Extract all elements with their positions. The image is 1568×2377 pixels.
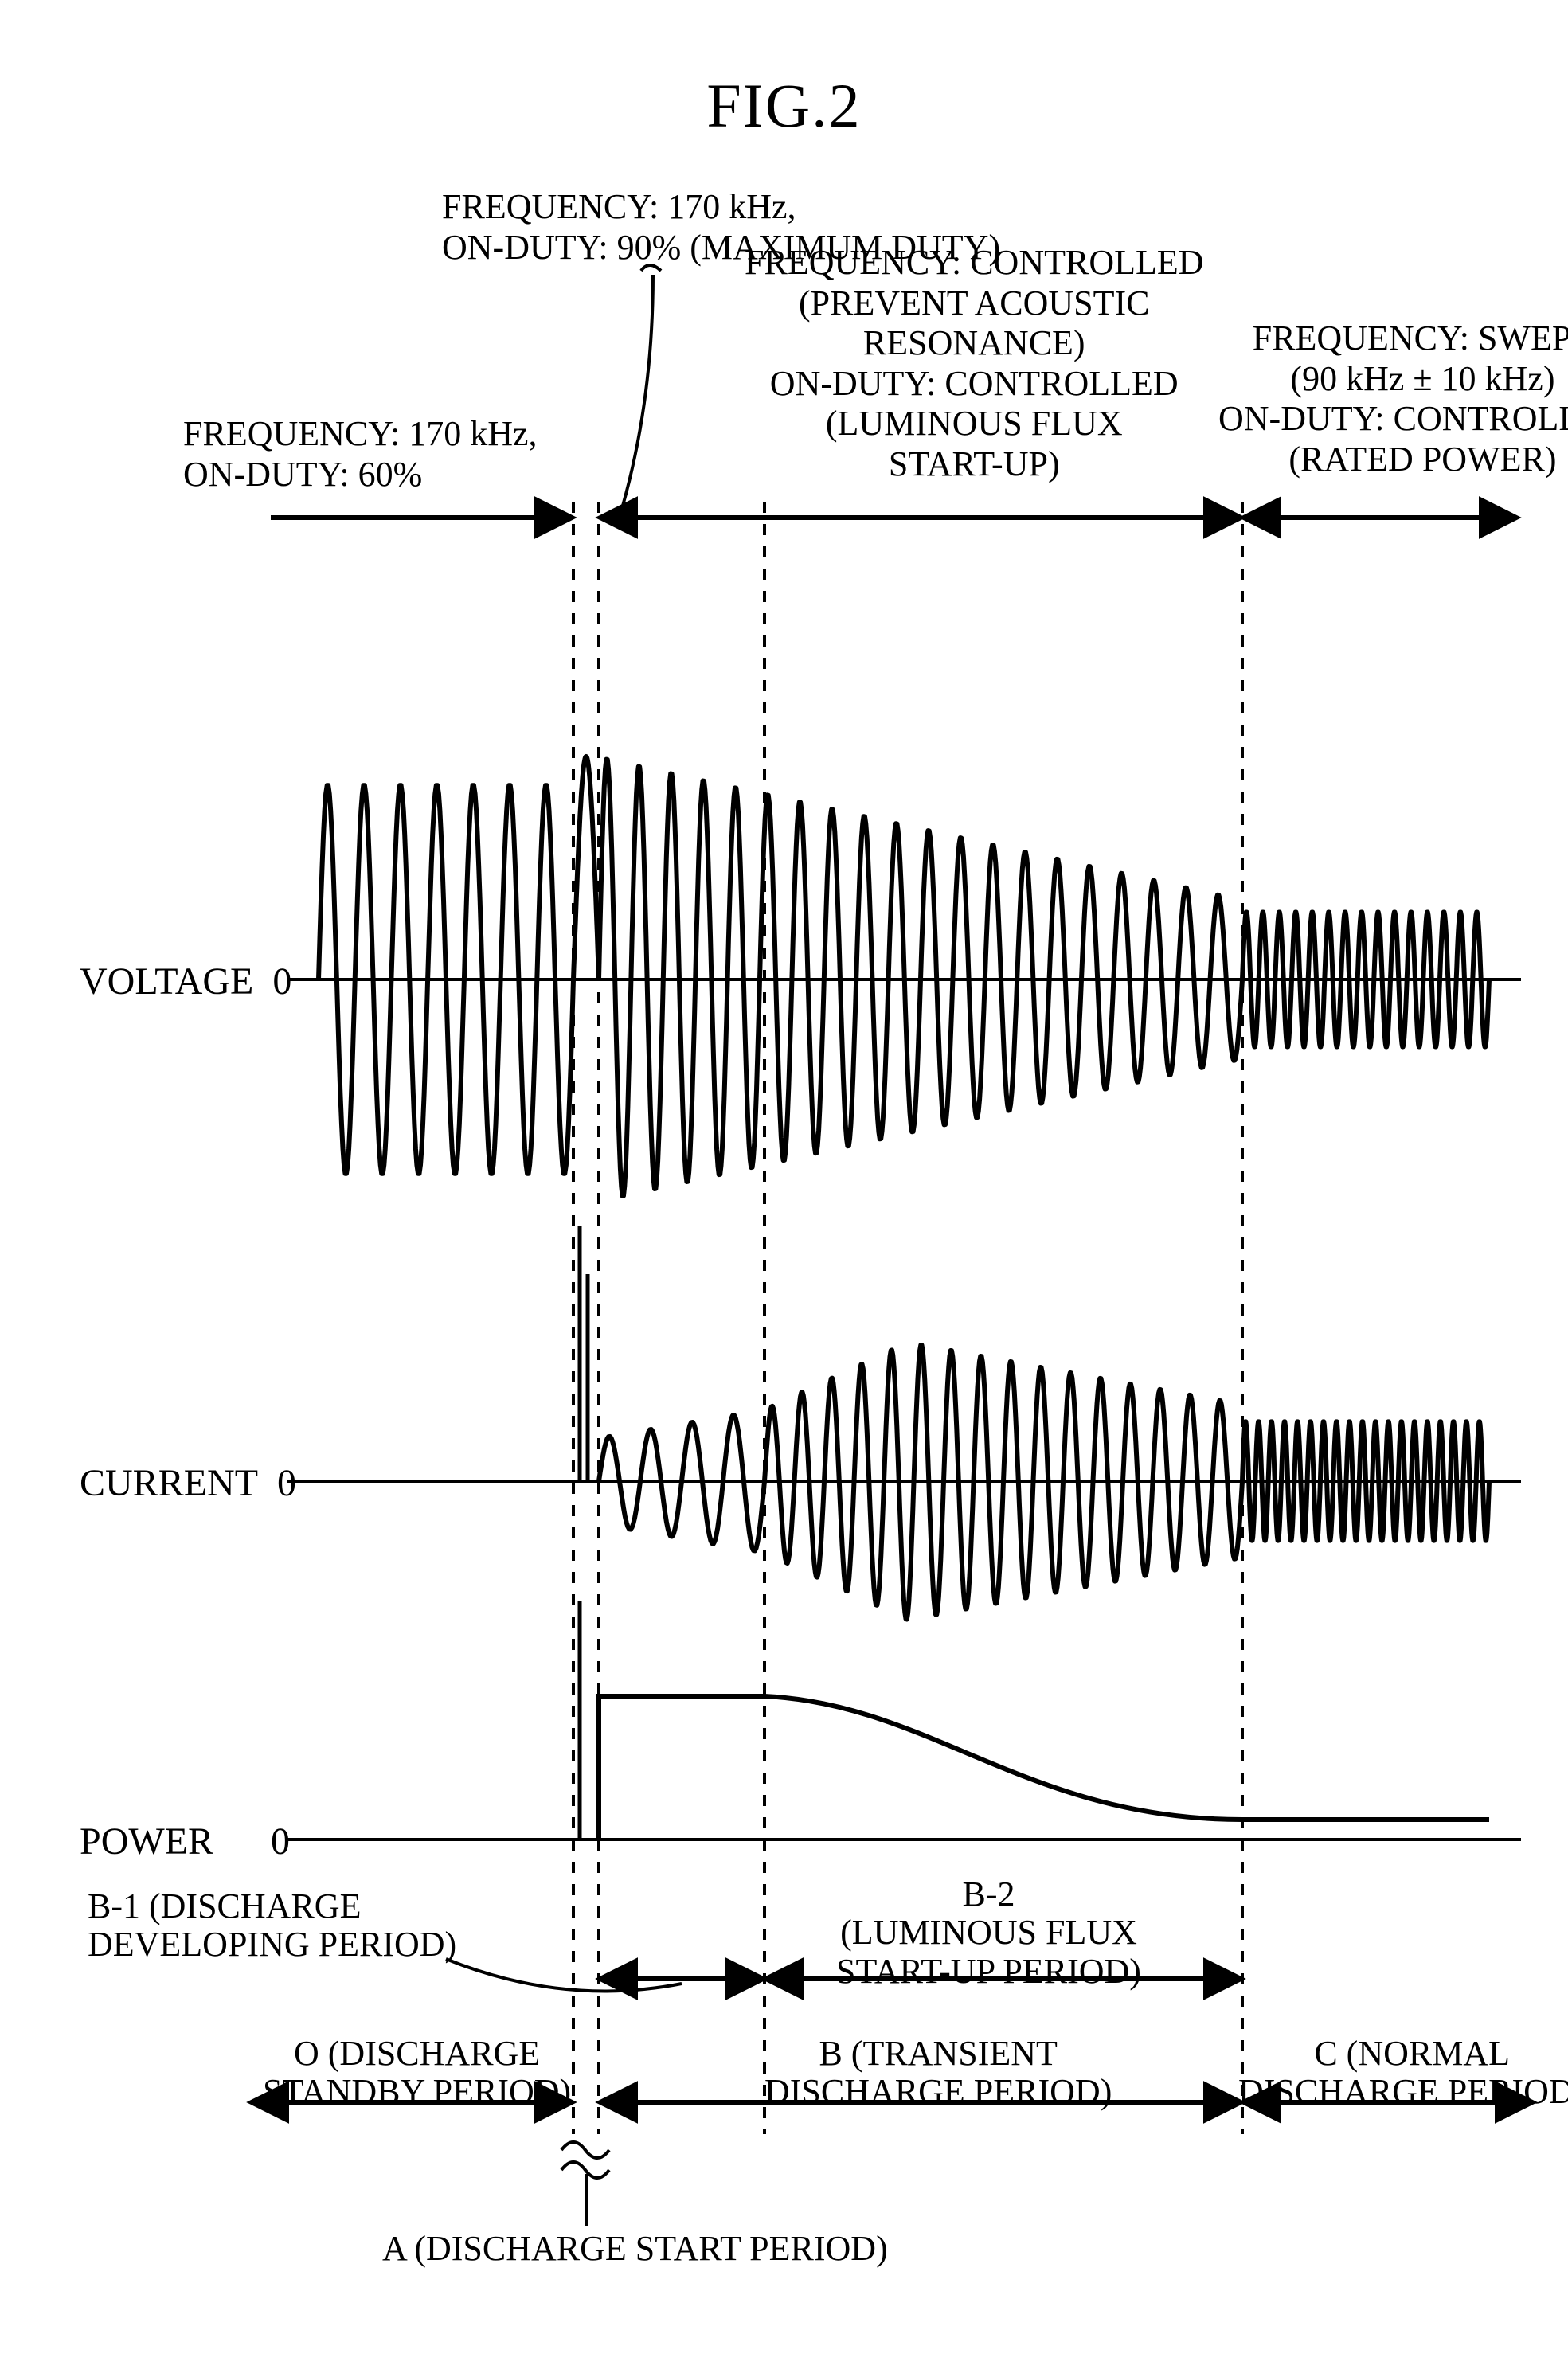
main-chart: [0, 0, 1568, 2377]
